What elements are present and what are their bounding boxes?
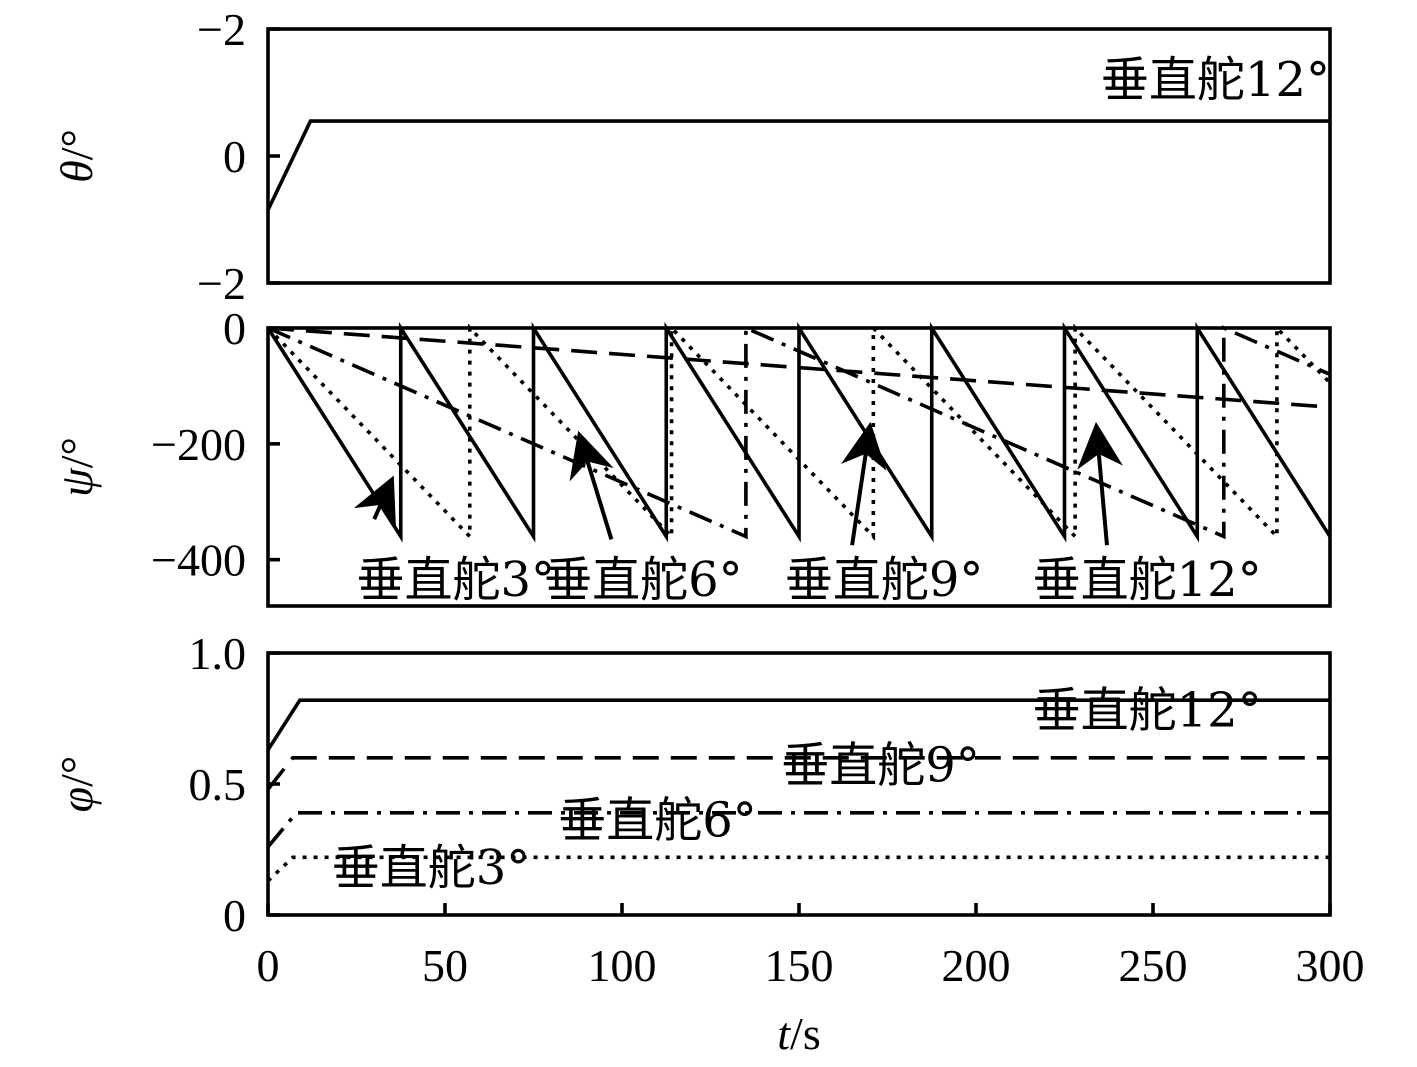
annotation-phi: 垂直舵6° [558,793,757,849]
y-axis-unit-theta: /° [51,129,102,160]
series-line-phi-dotted [266,855,1330,883]
annotation-psi: 垂直舵9° [785,552,984,608]
y-axis-symbol-psi: ψ [51,467,102,497]
series-line-phi-dashdot [266,811,1330,849]
y-tick-label-theta: −2 [197,258,246,309]
y-axis-label-phi: φ/° [51,756,102,813]
annotation-psi: 垂直舵3° [357,552,556,608]
x-tick-label: 250 [1119,940,1188,991]
y-tick-label-theta: 0 [223,131,246,182]
y-tick-label-psi: −400 [151,535,246,586]
y-tick-label-psi: −200 [151,419,246,470]
y-axis-label-psi: ψ/° [51,437,102,497]
annotation-theta: 垂直舵12° [1101,52,1330,108]
series-line-psi-solid [266,321,1332,543]
x-axis-label: t/s [777,1008,820,1059]
y-tick-label-psi: 0 [223,303,246,354]
y-tick-label-phi: 0.5 [189,759,247,810]
y-tick-label-theta: −2 [197,4,246,55]
x-axis-unit: /s [790,1008,821,1059]
annotation-arrow-psi [353,475,396,527]
annotation-psi: 垂直舵12° [1033,552,1262,608]
x-tick-label: 0 [257,940,280,991]
x-tick-label: 100 [588,940,657,991]
panel-phi: 0 0.5 1.0 φ/° 垂直舵12° 垂直舵9° 垂直舵6° 垂直舵3° [51,628,1332,941]
x-tick-label: 150 [765,940,834,991]
y-tick-label-phi: 1.0 [189,628,247,679]
series-line-theta-solid [266,119,1330,211]
annotation-phi: 垂直舵12° [1033,683,1262,739]
y-axis-unit-psi: /° [51,437,102,468]
annotation-arrow-psi [569,430,614,540]
y-axis-label-theta: θ/° [51,129,102,183]
panel-psi: 0 −200 −400 ψ/° 垂直舵3°垂直舵6° 垂直舵9° 垂直舵12° [51,303,1332,608]
series-line-phi-dashed [266,755,1330,791]
x-tick-label: 300 [1296,940,1365,991]
y-axis-symbol-theta: θ [51,160,102,183]
annotation-phi: 垂直舵3° [332,840,531,896]
series-line-phi-solid [266,698,1330,751]
series-line-psi-dotted [266,323,1332,541]
y-tick-label-phi: 0 [223,890,246,941]
x-tick-label: 200 [942,940,1011,991]
annotation-psi: 垂直舵6° [544,552,743,608]
y-axis-unit-phi: /° [51,756,102,787]
annotation-phi: 垂直舵9° [781,738,980,794]
annotation-arrow-psi [840,421,887,546]
panel-theta: −2 0 −2 θ/° 垂直舵12° [51,4,1332,309]
y-axis-symbol-phi: φ [51,787,102,812]
x-tick-label: 50 [422,940,468,991]
annotation-arrow-psi [1077,421,1123,546]
x-axis-symbol: t [777,1008,791,1059]
